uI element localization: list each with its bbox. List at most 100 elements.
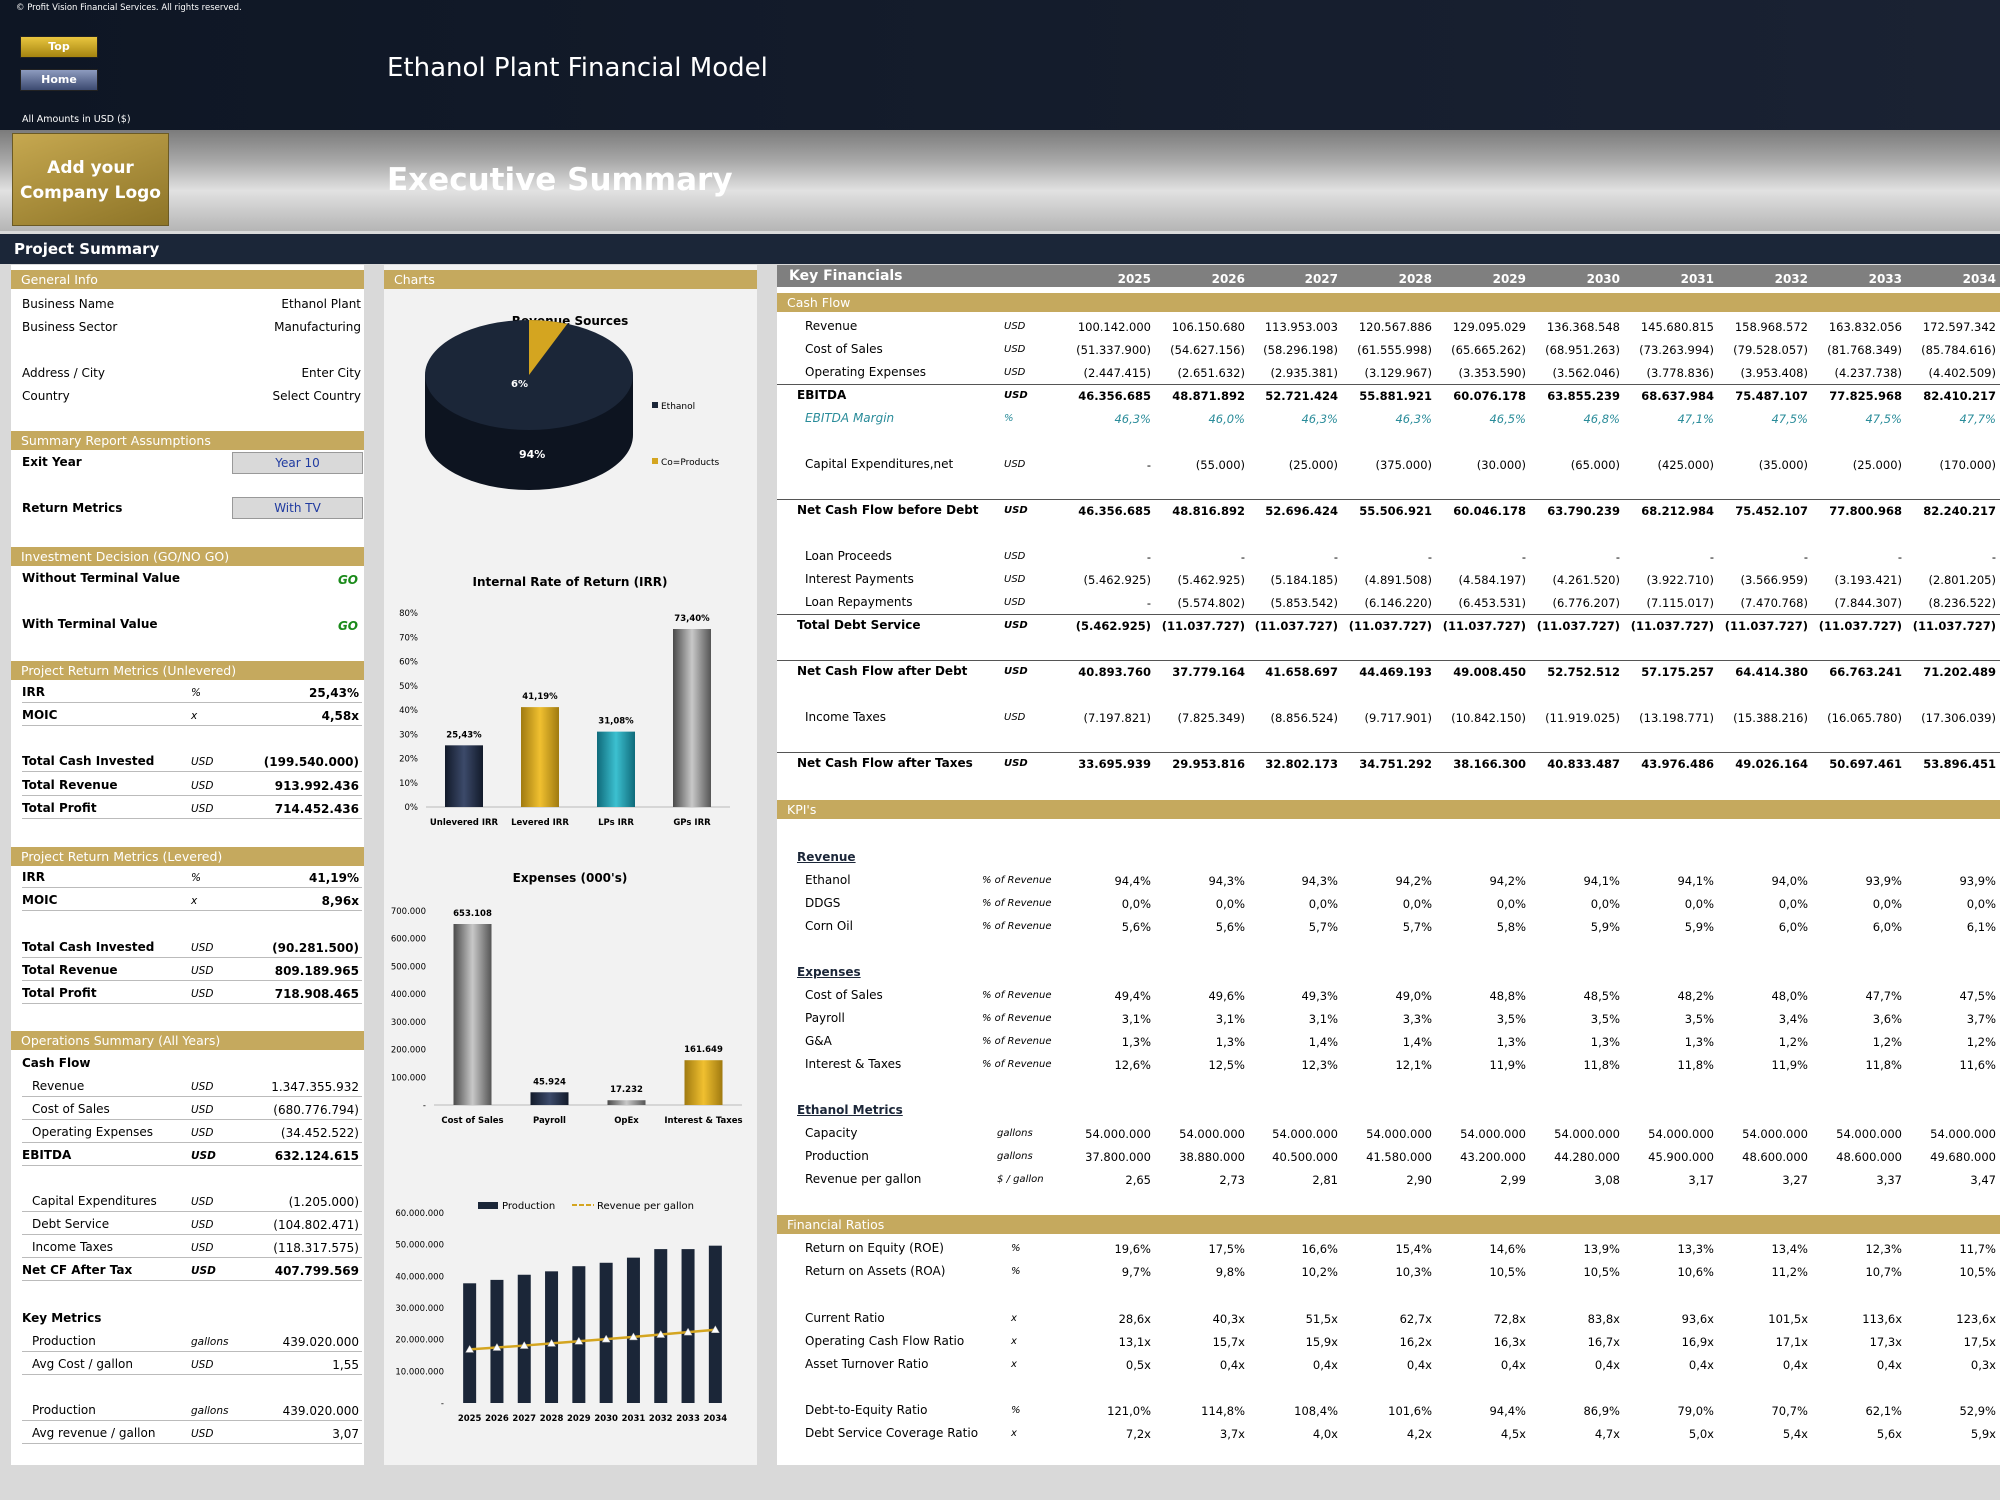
year-header: 2034 [1962, 272, 1996, 286]
kf-cell: (4.402.509) [1928, 366, 1996, 380]
kf-cell: 16,9x [1681, 1335, 1714, 1349]
bar-value-label: 653.108 [453, 909, 492, 919]
kf-cell: 94,3% [1301, 874, 1338, 888]
kf-cell: 108,4% [1294, 1404, 1338, 1418]
kf-cell: 10,3% [1395, 1265, 1432, 1279]
metric-value: 439.020.000 [282, 1335, 359, 1349]
project-summary-bar: Project Summary [0, 234, 2000, 264]
kf-cell: (11.037.727) [1724, 619, 1808, 633]
kf-row-label: Total Debt Service [797, 618, 921, 632]
gi-value[interactable]: Enter City [301, 366, 361, 380]
legend-label: Co=Products [661, 458, 720, 468]
kf-row-unit: % [1011, 1266, 1021, 1277]
kf-cell: 45.900.000 [1648, 1150, 1714, 1164]
kf-cell: 12,5% [1208, 1058, 1245, 1072]
metric-label: Debt Service [32, 1217, 110, 1231]
kf-cell: 68.637.984 [1641, 389, 1714, 403]
kf-cell: 64.414.380 [1735, 665, 1808, 679]
kf-cell: 48,0% [1771, 989, 1808, 1003]
row-divider [22, 795, 362, 796]
bar [517, 1274, 531, 1403]
kf-cell: (375.000) [1375, 458, 1432, 472]
kf-cell: - [1803, 550, 1808, 564]
gi-label: Country [22, 389, 70, 403]
kf-cell: (81.768.349) [1827, 343, 1902, 357]
kf-cell: 54.000.000 [1179, 1127, 1245, 1141]
line-marker [492, 1342, 502, 1351]
kf-cell: 9,8% [1215, 1265, 1245, 1279]
kf-row-label: Return on Assets (ROA) [805, 1264, 946, 1278]
company-logo-placeholder[interactable]: Add your Company Logo [12, 133, 169, 226]
gi-value[interactable]: Manufacturing [274, 320, 361, 334]
kf-cell: - [1240, 550, 1245, 564]
kf-cell: (425.000) [1657, 458, 1714, 472]
kf-cell: 41.658.697 [1265, 665, 1338, 679]
y-tick-label: 200.000 [391, 1046, 426, 1056]
kf-row-label: Cost of Sales [805, 342, 883, 356]
metric-unit: USD [191, 1242, 214, 1254]
kf-cell: 3,17 [1688, 1173, 1714, 1187]
top-button[interactable]: Top [20, 36, 98, 58]
kf-cell: 0,3x [1970, 1358, 1996, 1372]
kf-cell: 1,3% [1684, 1035, 1714, 1049]
kf-cell: (11.037.727) [1630, 619, 1714, 633]
kf-cell: 47,5% [1771, 412, 1808, 426]
metric-label: IRR [22, 870, 45, 884]
kf-cell: 11,2% [1771, 1265, 1808, 1279]
kf-cell: 82.410.217 [1923, 389, 1996, 403]
kf-cell: 55.881.921 [1359, 389, 1432, 403]
kf-cell: (5.574.802) [1177, 596, 1245, 610]
kf-cell: 1,3% [1496, 1035, 1526, 1049]
metric-value: 25,43% [309, 686, 359, 700]
kf-cell: 94,0% [1771, 874, 1808, 888]
kf-cell: 17,5% [1208, 1242, 1245, 1256]
kf-row-unit: gallons [997, 1128, 1033, 1139]
kf-row-unit: x [1011, 1313, 1017, 1324]
home-button[interactable]: Home [20, 69, 98, 91]
kf-row-label: Asset Turnover Ratio [805, 1357, 929, 1371]
kf-cell: (5.462.925) [1177, 573, 1245, 587]
kf-cell: 15,9x [1305, 1335, 1338, 1349]
gi-value[interactable]: Ethanol Plant [281, 297, 361, 311]
kf-row-unit: USD [1004, 551, 1026, 562]
kf-cell: 0,0% [1778, 897, 1808, 911]
kf-cell: (5.853.542) [1270, 596, 1338, 610]
return-metrics-select[interactable]: With TV [232, 497, 363, 519]
metric-label: Production [32, 1403, 96, 1417]
metric-unit: USD [191, 1265, 216, 1277]
kf-cell: 43.976.486 [1641, 757, 1714, 771]
kf-cell: 32.802.173 [1265, 757, 1338, 771]
year-header: 2032 [1774, 272, 1808, 286]
metric-label: Cost of Sales [32, 1102, 110, 1116]
bar-value-label: 25,43% [446, 730, 482, 740]
kf-cell: (35.000) [1758, 458, 1808, 472]
kf-cell: 77.800.968 [1829, 504, 1902, 518]
kf-row-label: Interest Payments [805, 572, 914, 586]
year-header: 2026 [1211, 272, 1245, 286]
y-tick-label: 30.000.000 [395, 1304, 444, 1314]
row-divider [22, 980, 362, 981]
y-tick-label: 80% [399, 609, 418, 619]
bar-value-label: 73,40% [674, 614, 710, 624]
kpi-ethanol-subheader: Ethanol Metrics [797, 1103, 903, 1117]
kf-row-unit: x [1011, 1359, 1017, 1370]
kf-cell: (11.037.727) [1161, 619, 1245, 633]
y-tick-label: 0% [405, 803, 419, 813]
unlevered-metrics-header: Project Return Metrics (Unlevered) [11, 661, 364, 680]
logo-line-1: Add your [47, 158, 134, 178]
x-tick-label: Payroll [533, 1116, 566, 1126]
charts-header: Charts [384, 270, 757, 289]
metric-label: IRR [22, 685, 45, 699]
kf-cell: 113,6x [1862, 1312, 1902, 1326]
y-tick-label: - [423, 1101, 426, 1111]
revenue-per-gallon-line [469, 1328, 716, 1351]
kf-cell: 37.800.000 [1085, 1150, 1151, 1164]
line-marker [656, 1330, 666, 1338]
gi-value[interactable]: Select Country [272, 389, 361, 403]
kf-cell: 63.855.239 [1547, 389, 1620, 403]
row-divider [22, 1443, 362, 1444]
row-divider [22, 1211, 362, 1212]
kf-cell: 6,0% [1778, 920, 1808, 934]
kf-cell: 86,9% [1583, 1404, 1620, 1418]
exit-year-select[interactable]: Year 10 [232, 452, 363, 474]
